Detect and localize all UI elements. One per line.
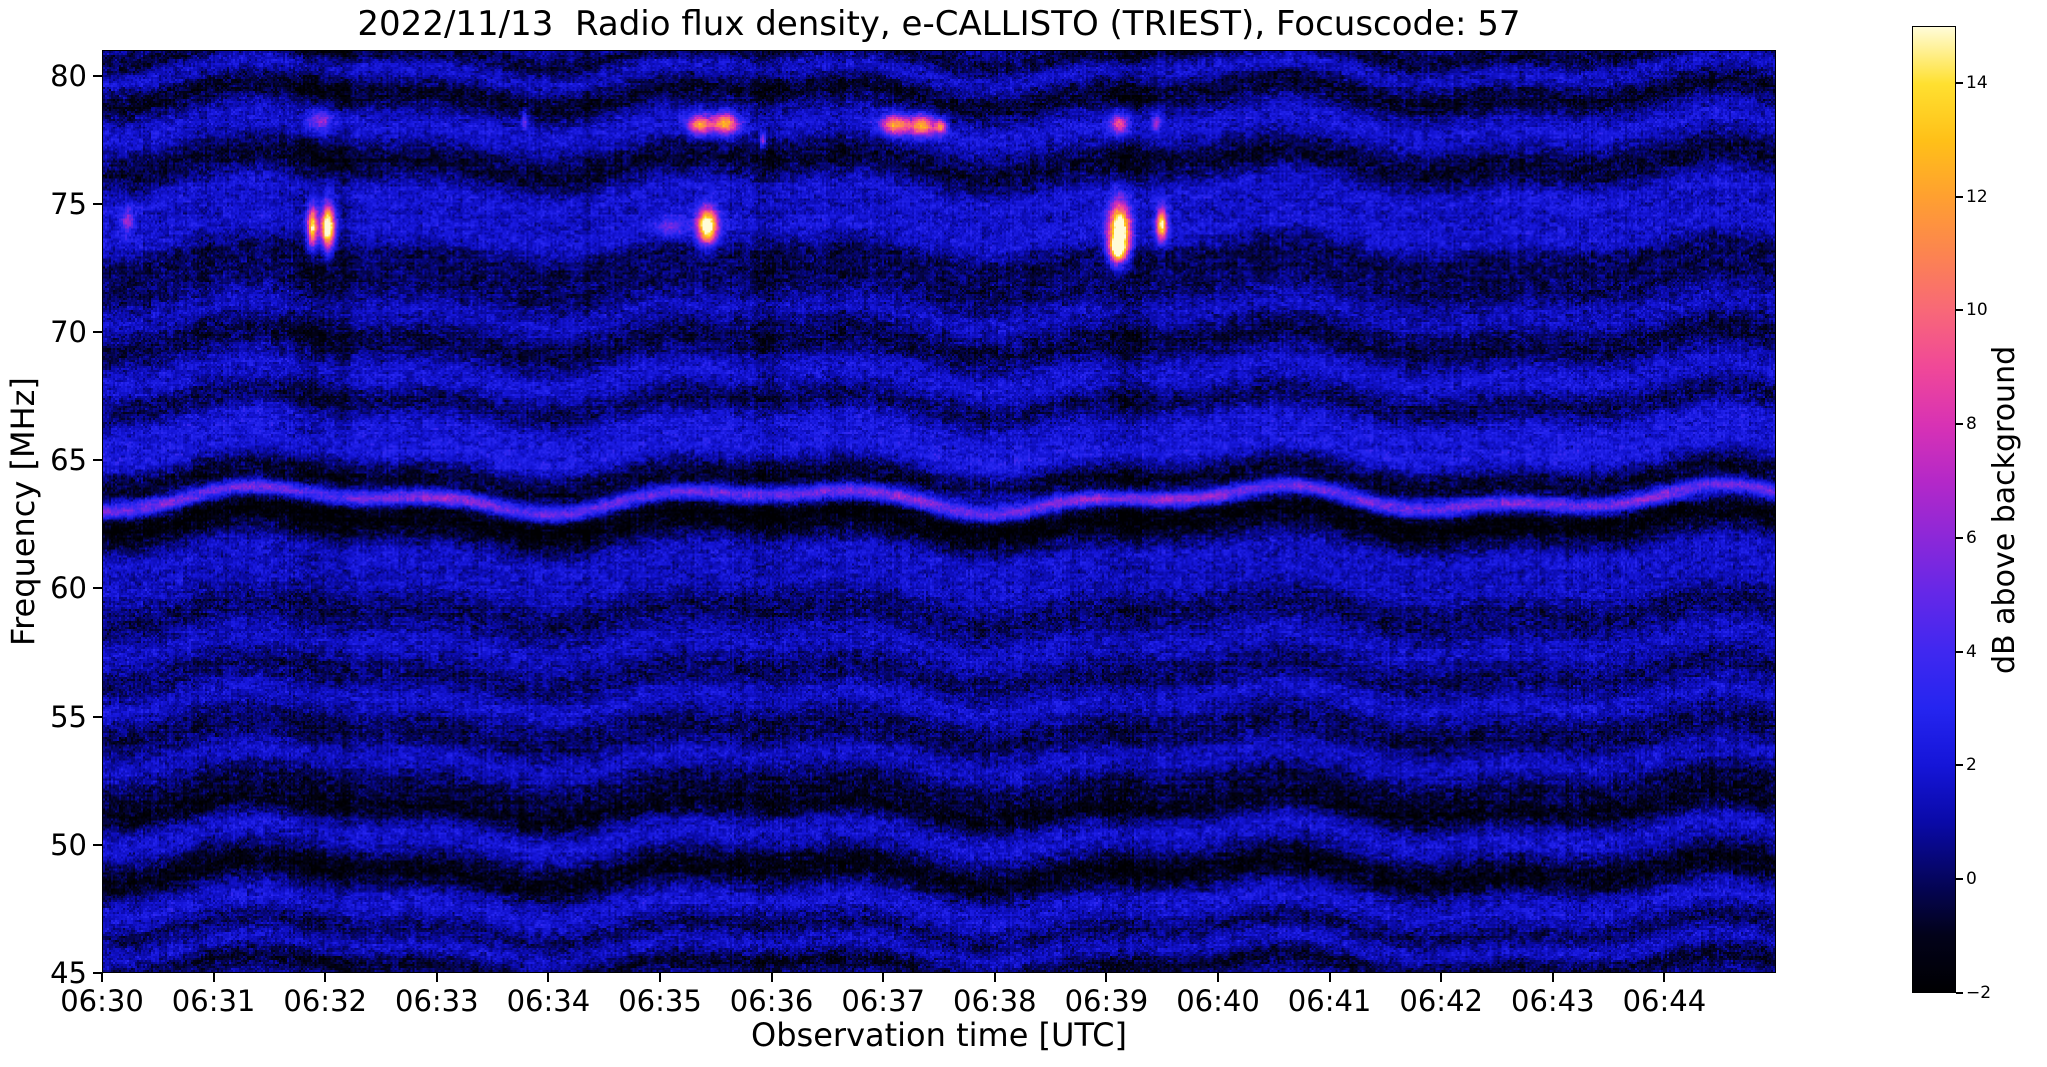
x-tick <box>1217 973 1219 982</box>
x-axis-label: Observation time [UTC] <box>751 1016 1127 1054</box>
colorbar-tick-label: −2 <box>1966 983 1992 1003</box>
y-tick <box>93 843 102 846</box>
x-tick <box>324 973 327 982</box>
x-tick <box>547 973 550 982</box>
y-tick <box>93 331 102 334</box>
x-tick <box>101 973 103 982</box>
colorbar-tick <box>1956 878 1963 881</box>
y-tick-label: 70 <box>50 315 87 350</box>
x-tick-label: 06:31 <box>171 984 256 1018</box>
colorbar <box>1912 26 1956 993</box>
colorbar-tick <box>1956 423 1963 426</box>
x-tick <box>1105 973 1108 982</box>
x-tick <box>1328 973 1331 982</box>
x-tick-label: 06:30 <box>60 984 144 1018</box>
x-tick-label: 06:32 <box>283 984 367 1018</box>
y-tick <box>93 587 102 590</box>
chart-title: 2022/11/13 Radio flux density, e-CALLIST… <box>357 4 1521 44</box>
x-tick <box>1551 973 1554 982</box>
x-tick <box>1663 973 1666 982</box>
colorbar-tick-label: 0 <box>1966 869 1977 890</box>
colorbar-label: dB above background <box>1987 345 2022 674</box>
colorbar-tick-label: 12 <box>1966 186 1988 207</box>
colorbar-tick-label: 8 <box>1966 414 1977 435</box>
y-tick <box>93 715 102 718</box>
colorbar-tick-label: 2 <box>1966 755 1977 776</box>
x-tick-label: 06:35 <box>618 984 702 1018</box>
x-tick-label: 06:43 <box>1511 984 1595 1018</box>
colorbar-tick-label: 14 <box>1966 72 1988 93</box>
colorbar-tick <box>1956 81 1963 84</box>
x-tick <box>1440 973 1443 982</box>
x-tick-label: 06:38 <box>953 984 1037 1018</box>
spectrogram-canvas <box>103 51 1775 972</box>
x-tick-label: 06:37 <box>841 984 925 1018</box>
y-tick <box>93 74 102 77</box>
x-tick <box>435 973 438 982</box>
x-tick <box>659 973 661 982</box>
y-tick-label: 60 <box>50 571 87 606</box>
colorbar-tick-label: 10 <box>1966 300 1988 321</box>
colorbar-tick <box>1956 992 1963 994</box>
y-tick <box>93 972 102 974</box>
y-tick-label: 75 <box>50 186 87 221</box>
colorbar-tick <box>1956 536 1963 539</box>
colorbar-tick <box>1956 309 1963 312</box>
y-tick-label: 65 <box>50 443 87 478</box>
x-tick-label: 06:36 <box>729 984 814 1018</box>
x-tick-label: 06:42 <box>1399 984 1483 1018</box>
colorbar-tick <box>1956 650 1963 653</box>
colorbar-tick <box>1956 195 1963 198</box>
y-tick <box>93 459 102 462</box>
x-tick <box>770 973 773 982</box>
x-tick-label: 06:34 <box>506 984 591 1018</box>
y-tick-label: 50 <box>50 827 87 862</box>
y-tick-label: 80 <box>50 58 87 93</box>
plot-area <box>102 50 1776 973</box>
colorbar-tick <box>1956 764 1963 767</box>
x-tick <box>993 973 996 982</box>
x-tick-label: 06:40 <box>1176 984 1260 1018</box>
colorbar-tick-label: 4 <box>1966 641 1977 662</box>
colorbar-tick-label: 6 <box>1966 527 1977 548</box>
y-tick-label: 45 <box>50 956 87 990</box>
x-tick-label: 06:41 <box>1287 984 1372 1018</box>
x-tick-label: 06:44 <box>1622 984 1707 1018</box>
x-tick <box>882 973 885 982</box>
x-tick-label: 06:33 <box>395 984 479 1018</box>
y-tick-label: 55 <box>50 699 87 734</box>
y-tick <box>93 202 102 205</box>
x-tick-label: 06:39 <box>1064 984 1149 1018</box>
x-tick <box>212 973 215 982</box>
